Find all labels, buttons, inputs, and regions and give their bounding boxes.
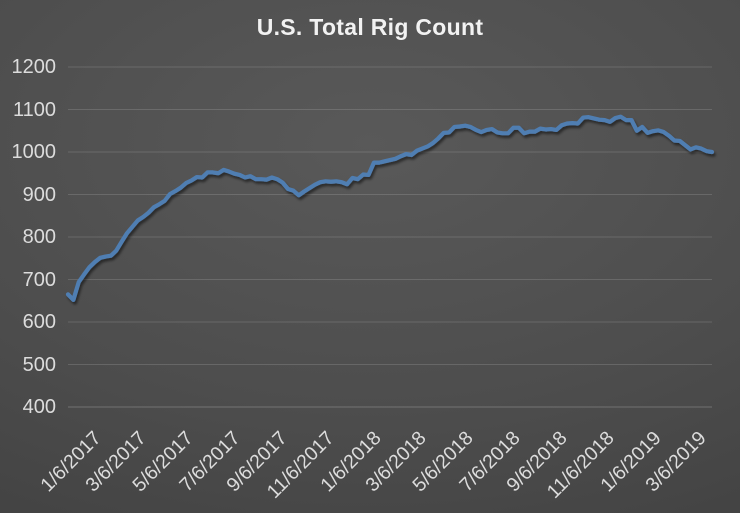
y-axis-label-800: 800 [22, 226, 56, 248]
y-axis-label-1200: 1200 [11, 56, 57, 78]
y-axis-label-500: 500 [22, 353, 56, 376]
y-axis-label-600: 600 [22, 311, 56, 333]
gridlines [68, 66, 712, 408]
y-axis-label-1100: 1100 [12, 98, 56, 121]
rig-count-line [65, 114, 715, 302]
y-axis-label-1000: 1000 [11, 141, 57, 163]
chart-title: U.S. Total Rig Count [256, 14, 484, 40]
y-axis-label-400: 400 [22, 396, 56, 418]
y-axis-label-700: 700 [22, 268, 56, 291]
y-axis-label-900: 900 [22, 183, 56, 206]
